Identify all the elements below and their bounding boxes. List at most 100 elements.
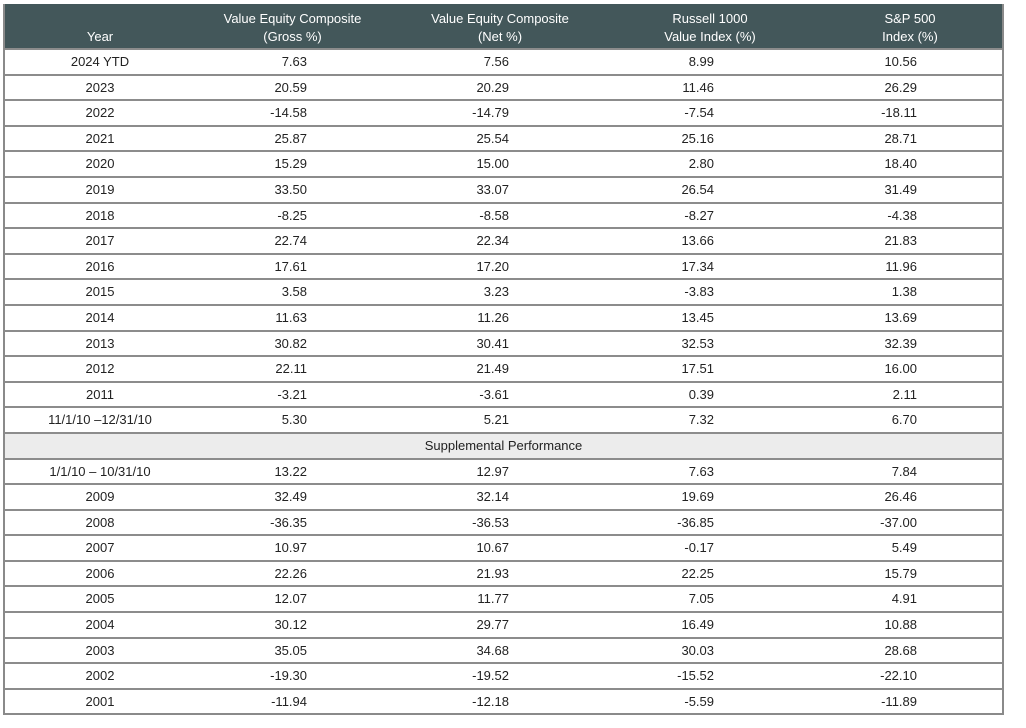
- cell-sp500: -11.89: [881, 693, 917, 709]
- cell-year: 11/1/10 –12/31/10: [48, 412, 152, 428]
- cell-year: 2022: [85, 105, 115, 121]
- cell-sp500: 26.46: [884, 489, 917, 505]
- cell-gross: 20.59: [274, 79, 307, 95]
- table-row: 1/1/10 – 10/31/10 13.22 12.97 7.63 7.84: [5, 457, 1002, 484]
- supplemental-performance-row: Supplemental Performance: [5, 431, 1002, 458]
- cell-net: 25.54: [476, 130, 509, 146]
- cell-russell: 8.99: [688, 54, 714, 69]
- table-row: 2008 -36.35 -36.53 -36.85 -37.00: [5, 508, 1002, 535]
- cell-sp500: 16.00: [884, 361, 917, 377]
- cell-russell: 32.53: [681, 335, 714, 351]
- cell-year: 2019: [85, 181, 115, 197]
- cell-russell: 2.80: [688, 156, 714, 172]
- table-header: Year Value Equity Composite (Gross %) Va…: [5, 4, 1002, 48]
- table-row: 2022 -14.58 -14.79 -7.54 -18.11: [5, 99, 1002, 125]
- cell-net: 17.20: [476, 258, 509, 274]
- cell-russell: -0.17: [684, 540, 714, 556]
- cell-sp500: 26.29: [884, 79, 917, 95]
- cell-sp500: 28.68: [884, 642, 917, 658]
- cell-gross: -14.58: [270, 105, 307, 121]
- cell-year: 2008: [85, 514, 115, 530]
- cell-russell: 11.46: [682, 79, 714, 95]
- cell-russell: 25.16: [681, 130, 714, 146]
- cell-year: 2014: [85, 309, 115, 325]
- cell-sp500: 6.70: [891, 412, 917, 428]
- cell-sp500: 10.88: [884, 617, 917, 633]
- table-row: 2006 22.26 21.93 22.25 15.79: [5, 559, 1002, 586]
- cell-net: 29.77: [476, 617, 509, 633]
- cell-gross: 3.58: [281, 284, 307, 300]
- cell-russell: -7.54: [684, 105, 714, 121]
- cell-gross: 30.12: [274, 617, 307, 633]
- table-row: 2016 17.61 17.20 17.34 11.96: [5, 252, 1002, 279]
- cell-year: 2020: [85, 156, 115, 172]
- cell-year: 2005: [85, 591, 115, 607]
- table-row: 2012 22.11 21.49 17.51 16.00: [5, 355, 1002, 381]
- cell-sp500: -37.00: [880, 514, 917, 530]
- cell-net: 15.00: [476, 156, 509, 172]
- cell-sp500: 5.49: [891, 540, 917, 556]
- cell-sp500: 31.49: [884, 181, 917, 197]
- cell-year: 2017: [85, 233, 115, 249]
- table-row: 2015 3.58 3.23 -3.83 1.38: [5, 278, 1002, 304]
- cell-russell: 26.54: [681, 181, 714, 197]
- cell-gross: 22.74: [274, 233, 307, 249]
- cell-net: 5.21: [483, 412, 509, 428]
- header-sp500: S&P 500 Index (%): [882, 11, 938, 44]
- cell-russell: 22.25: [681, 565, 714, 581]
- cell-russell: -36.85: [677, 514, 714, 530]
- table-row: 2024 YTD 7.63 7.56 8.99 10.56: [5, 48, 1002, 74]
- cell-russell: 7.63: [688, 463, 714, 479]
- header-year: Year: [86, 29, 114, 44]
- cell-net: 11.77: [477, 591, 509, 607]
- cell-sp500: -18.11: [881, 105, 917, 121]
- cell-gross: 25.87: [274, 130, 307, 146]
- cell-russell: -3.83: [684, 284, 714, 300]
- cell-sp500: 15.79: [884, 565, 917, 581]
- cell-net: -3.61: [479, 386, 509, 402]
- cell-year: 2001: [85, 693, 115, 709]
- cell-sp500: 2.11: [892, 386, 917, 402]
- cell-sp500: 10.56: [884, 54, 917, 69]
- cell-gross: -3.21: [277, 386, 307, 402]
- cell-net: -19.52: [472, 668, 509, 684]
- table-row: 2007 10.97 10.67 -0.17 5.49: [5, 534, 1002, 560]
- table-row: 2023 20.59 20.29 11.46 26.29: [5, 73, 1002, 100]
- cell-gross: 30.82: [274, 335, 307, 351]
- table-row: 2021 25.87 25.54 25.16 28.71: [5, 124, 1002, 151]
- cell-year: 2007: [85, 540, 115, 556]
- cell-sp500: 28.71: [884, 130, 917, 146]
- table-row: 2017 22.74 22.34 13.66 21.83: [5, 227, 1002, 253]
- cell-sp500: 32.39: [884, 335, 917, 351]
- cell-russell: 13.45: [681, 309, 714, 325]
- cell-russell: -5.59: [684, 693, 714, 709]
- cell-sp500: 4.91: [891, 591, 917, 607]
- header-net: Value Equity Composite (Net %): [431, 11, 569, 44]
- cell-year: 2024 YTD: [70, 54, 130, 69]
- cell-gross: 12.07: [274, 591, 307, 607]
- cell-net: -36.53: [472, 514, 509, 530]
- table-row: 2020 15.29 15.00 2.80 18.40: [5, 150, 1002, 176]
- cell-russell: 7.32: [688, 412, 714, 428]
- cell-gross: 13.22: [274, 463, 307, 479]
- cell-net: 10.67: [476, 540, 509, 556]
- table-row: 2014 11.63 11.26 13.45 13.69: [5, 303, 1002, 330]
- table-row: 2013 30.82 30.41 32.53 32.39: [5, 329, 1002, 356]
- cell-year: 2015: [85, 284, 115, 300]
- cell-year: 2012: [85, 361, 115, 377]
- cell-year: 2016: [85, 258, 115, 274]
- cell-gross: 32.49: [274, 489, 307, 505]
- cell-net: 11.26: [477, 309, 509, 325]
- cell-year: 2004: [85, 617, 115, 633]
- cell-russell: 19.69: [681, 489, 714, 505]
- cell-net: 32.14: [476, 489, 509, 505]
- cell-russell: 13.66: [681, 233, 714, 249]
- cell-gross: 33.50: [274, 181, 307, 197]
- cell-net: -8.58: [479, 207, 509, 223]
- header-gross: Value Equity Composite (Gross %): [223, 11, 362, 44]
- table-row: 2019 33.50 33.07 26.54 31.49: [5, 175, 1002, 202]
- cell-gross: 22.11: [275, 361, 307, 377]
- cell-gross: -36.35: [270, 514, 307, 530]
- cell-gross: 5.30: [281, 412, 307, 428]
- cell-net: 22.34: [476, 233, 509, 249]
